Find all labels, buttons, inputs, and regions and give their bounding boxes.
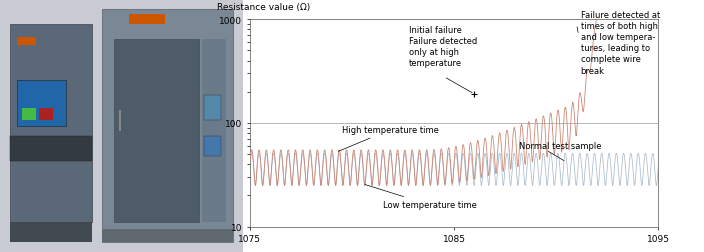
Text: Failure detected at
times of both high
and low tempera-
tures, leading to
comple: Failure detected at times of both high a… (581, 11, 660, 75)
Bar (204, 96, 221, 121)
Text: Normal test sample: Normal test sample (520, 142, 602, 151)
Text: High temperature time: High temperature time (338, 126, 439, 152)
Bar (201, 40, 226, 222)
Text: Initial failure
Failure detected
only at high
temperature: Initial failure Failure detected only at… (409, 26, 477, 68)
Bar (22, 108, 37, 121)
Bar (102, 229, 233, 242)
Bar (114, 40, 199, 222)
Text: Resistance value (Ω): Resistance value (Ω) (218, 3, 310, 12)
Bar (10, 136, 92, 161)
Bar (39, 108, 54, 121)
Bar (17, 38, 37, 45)
Text: Number of test cycles: Number of test cycles (551, 251, 658, 252)
Bar (119, 111, 122, 131)
Bar (17, 81, 65, 126)
Bar (204, 136, 221, 156)
Bar (10, 222, 92, 242)
Bar (129, 15, 165, 25)
Bar (10, 25, 92, 222)
Bar (102, 10, 233, 242)
Text: Low temperature time: Low temperature time (365, 185, 477, 209)
